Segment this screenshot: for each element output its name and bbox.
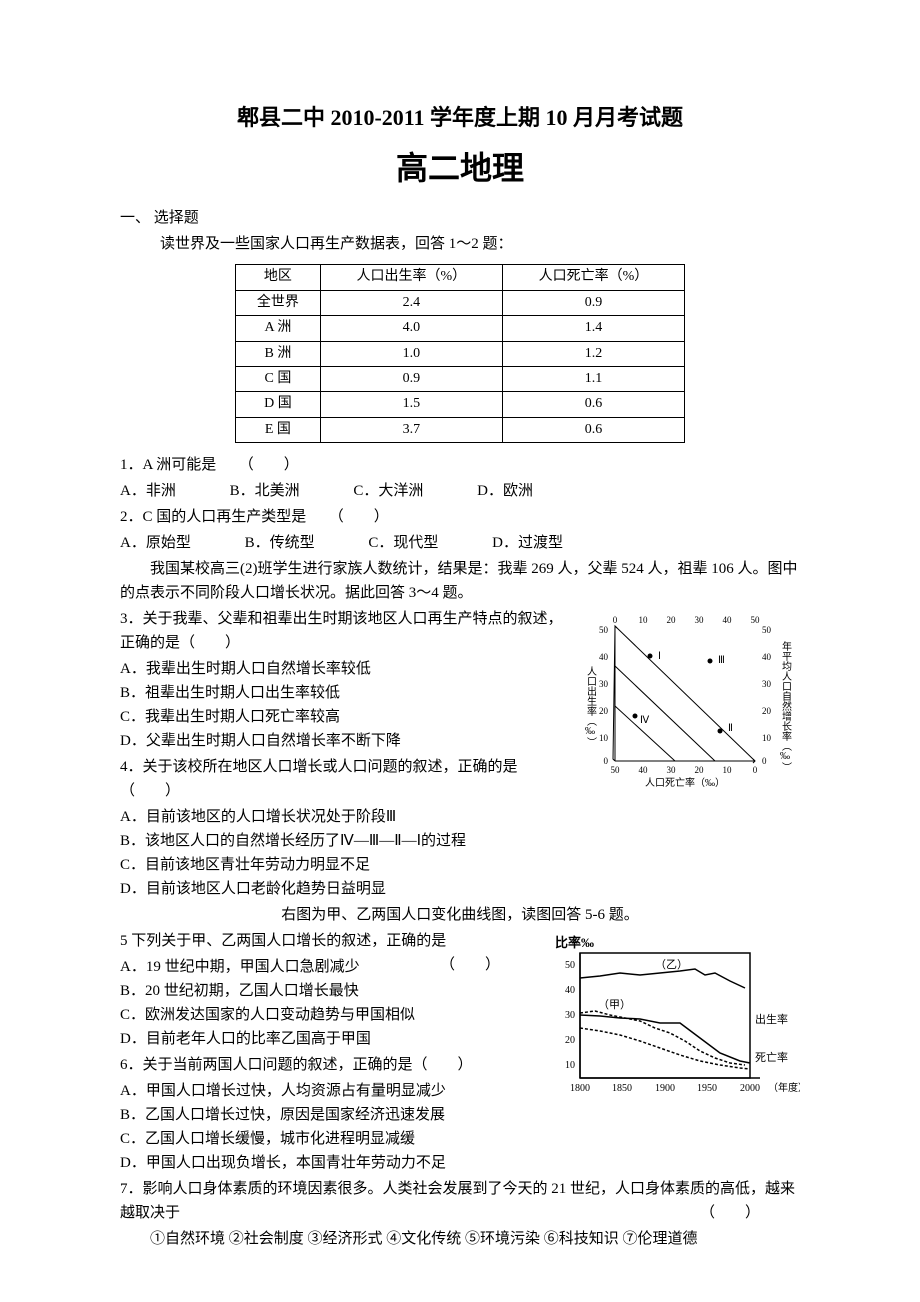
- svg-text:Ⅲ: Ⅲ: [718, 655, 725, 666]
- svg-text:20: 20: [599, 706, 609, 716]
- svg-text:Ⅳ: Ⅳ: [640, 715, 650, 726]
- svg-text:30: 30: [762, 679, 772, 689]
- svg-text:10: 10: [639, 615, 649, 625]
- svg-text:10: 10: [599, 733, 609, 743]
- svg-text:人口出生率（‰）: 人口出生率（‰）: [585, 666, 597, 747]
- svg-text:10: 10: [723, 765, 733, 775]
- svg-text:出生率: 出生率: [755, 1012, 788, 1026]
- svg-text:年平均人口自然增长率（‰）: 年平均人口自然增长率（‰）: [780, 640, 792, 772]
- svg-text:50: 50: [599, 625, 609, 635]
- question-7-items: ①自然环境 ②社会制度 ③经济形式 ④文化传统 ⑤环境污染 ⑥科技知识 ⑦伦理道…: [150, 1227, 800, 1251]
- table-row: E 国3.70.6: [236, 417, 685, 442]
- svg-text:Ⅰ: Ⅰ: [658, 651, 661, 662]
- svg-text:10: 10: [762, 733, 772, 743]
- svg-text:30: 30: [565, 1010, 575, 1021]
- exam-subtitle: 高二地理: [120, 143, 800, 194]
- col-header: 地区: [236, 265, 321, 290]
- svg-text:1900: 1900: [655, 1083, 675, 1094]
- svg-text:（年度）: （年度）: [768, 1081, 800, 1094]
- svg-text:40: 40: [599, 652, 609, 662]
- table-row: 全世界2.40.9: [236, 290, 685, 315]
- option-a: A．原始型: [120, 531, 191, 555]
- svg-text:50: 50: [751, 615, 761, 625]
- svg-text:40: 40: [723, 615, 733, 625]
- svg-text:40: 40: [565, 985, 575, 996]
- svg-text:比率‰: 比率‰: [555, 935, 594, 950]
- question-2-options: A．原始型 B．传统型 C．现代型 D．过渡型: [120, 531, 800, 555]
- option-c: C．现代型: [368, 531, 438, 555]
- option-a: A．非洲: [120, 479, 176, 503]
- svg-text:50: 50: [762, 625, 772, 635]
- svg-text:1850: 1850: [612, 1083, 632, 1094]
- option-b: B．北美洲: [230, 479, 300, 503]
- table-header-row: 地区 人口出生率（%） 人口死亡率（%）: [236, 265, 685, 290]
- option-c: C．乙国人口增长缓慢，城市化进程明显减缓: [120, 1127, 800, 1151]
- line-chart-icon: 比率‰ 50 40 30 20 10 1800 1850 1900 1950 2…: [550, 933, 800, 1103]
- svg-text:1800: 1800: [570, 1083, 590, 1094]
- svg-text:0: 0: [753, 765, 758, 775]
- option-d: D．甲国人口出现负增长，本国青壮年劳动力不足: [120, 1151, 800, 1175]
- svg-text:人口死亡率（‰）: 人口死亡率（‰）: [645, 776, 725, 789]
- col-header: 人口死亡率（%）: [502, 265, 684, 290]
- option-b: B．传统型: [245, 531, 315, 555]
- svg-text:50: 50: [611, 765, 621, 775]
- svg-text:10: 10: [565, 1060, 575, 1071]
- question-2: 2．C 国的人口再生产类型是 （ ）: [120, 505, 800, 529]
- section-heading: 一、 选择题: [120, 206, 800, 230]
- chart-1-container: Ⅰ Ⅱ Ⅲ Ⅳ 50 40 30 20 10 0 50 40 30 20 10 …: [580, 611, 800, 799]
- svg-text:（甲）: （甲）: [598, 998, 631, 1011]
- question-7: 7．影响人口身体素质的环境因素很多。人类社会发展到了今天的 21 世纪，人口身体…: [120, 1177, 800, 1225]
- question-7-text: 7．影响人口身体素质的环境因素很多。人类社会发展到了今天的 21 世纪，人口身体…: [120, 1181, 795, 1221]
- col-header: 人口出生率（%）: [320, 265, 502, 290]
- table-row: A 洲4.01.4: [236, 316, 685, 341]
- svg-text:40: 40: [762, 652, 772, 662]
- svg-text:0: 0: [604, 756, 609, 766]
- svg-text:30: 30: [695, 615, 705, 625]
- option-d: D．欧洲: [477, 479, 533, 503]
- population-table: 地区 人口出生率（%） 人口死亡率（%） 全世界2.40.9 A 洲4.01.4…: [235, 264, 685, 443]
- exam-title: 郫县二中 2010-2011 学年度上期 10 月月考试题: [120, 100, 800, 135]
- svg-text:0: 0: [613, 615, 618, 625]
- svg-text:50: 50: [565, 960, 575, 971]
- svg-text:30: 30: [667, 765, 677, 775]
- table-row: B 洲1.01.2: [236, 341, 685, 366]
- svg-text:20: 20: [667, 615, 677, 625]
- svg-text:20: 20: [695, 765, 705, 775]
- chart-2-container: 比率‰ 50 40 30 20 10 1800 1850 1900 1950 2…: [550, 933, 800, 1111]
- triangle-chart-icon: Ⅰ Ⅱ Ⅲ Ⅳ 50 40 30 20 10 0 50 40 30 20 10 …: [580, 611, 800, 791]
- answer-blank: （ ）: [440, 953, 500, 977]
- option-c: C．大洋洲: [353, 479, 423, 503]
- table-row: D 国1.50.6: [236, 392, 685, 417]
- svg-text:30: 30: [599, 679, 609, 689]
- question-1-options: A．非洲 B．北美洲 C．大洋洲 D．欧洲: [120, 479, 800, 503]
- question-5-text: 5 下列关于甲、乙两国人口增长的叙述，正确的是: [120, 933, 446, 949]
- table-row: C 国0.91.1: [236, 366, 685, 391]
- context-paragraph: 我国某校高三(2)班学生进行家族人数统计，结果是：我辈 269 人，父辈 524…: [120, 557, 800, 605]
- question-1: 1．A 洲可能是 （ ）: [120, 453, 800, 477]
- option-d: D．目前该地区人口老龄化趋势日益明显: [120, 877, 800, 901]
- option-c: C．目前该地区青壮年劳动力明显不足: [120, 853, 800, 877]
- option-a: A．目前该地区的人口增长状况处于阶段Ⅲ: [120, 805, 800, 829]
- context-paragraph: 右图为甲、乙两国人口变化曲线图，读图回答 5-6 题。: [120, 903, 800, 927]
- svg-text:20: 20: [762, 706, 772, 716]
- answer-blank: （ ）: [700, 1201, 760, 1225]
- svg-text:1950: 1950: [697, 1083, 717, 1094]
- svg-text:20: 20: [565, 1035, 575, 1046]
- svg-text:40: 40: [639, 765, 649, 775]
- svg-text:（乙）: （乙）: [655, 958, 688, 971]
- option-b: B．该地区人口的自然增长经历了Ⅳ—Ⅲ—Ⅱ—Ⅰ的过程: [120, 829, 800, 853]
- svg-text:0: 0: [762, 756, 767, 766]
- svg-text:2000: 2000: [740, 1083, 760, 1094]
- option-d: D．过渡型: [492, 531, 563, 555]
- svg-text:Ⅱ: Ⅱ: [728, 723, 733, 734]
- intro-text: 读世界及一些国家人口再生产数据表，回答 1～2 题：: [160, 232, 800, 256]
- svg-text:死亡率: 死亡率: [755, 1050, 788, 1064]
